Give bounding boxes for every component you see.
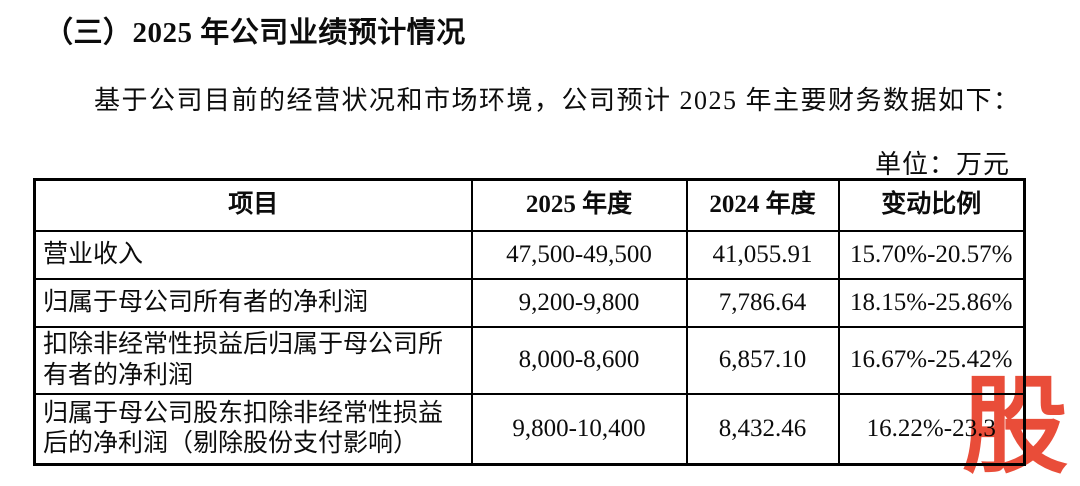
- header-2024: 2024 年度: [685, 178, 840, 232]
- value-2025: 9,800-10,400: [470, 393, 688, 466]
- table-row: 归属于母公司股东扣除非经常性损益后的净利润（剔除股份支付影响） 9,800-10…: [33, 393, 1026, 466]
- value-2024: 41,055.91: [685, 230, 840, 280]
- row-label: 营业收入: [33, 230, 473, 280]
- table-row: 营业收入 47,500-49,500 41,055.91 15.70%-20.5…: [33, 230, 1026, 280]
- row-label: 归属于母公司股东扣除非经常性损益后的净利润（剔除股份支付影响）: [33, 393, 473, 466]
- value-change: 16.67%-25.42%: [837, 326, 1026, 395]
- unit-note: 单位：万元: [874, 150, 1010, 179]
- value-2024: 8,432.46: [685, 393, 840, 466]
- header-change-ratio: 变动比例: [837, 178, 1026, 232]
- forecast-table: 项目 2025 年度 2024 年度 变动比例 营业收入 47,500-49,5…: [33, 178, 1026, 466]
- value-change: 16.22%-23.3: [837, 393, 1026, 466]
- value-2024: 6,857.10: [685, 326, 840, 395]
- value-2025: 9,200-9,800: [470, 278, 688, 328]
- value-change: 15.70%-20.57%: [837, 230, 1026, 280]
- row-label: 归属于母公司所有者的净利润: [33, 278, 473, 328]
- section-title: （三）2025 年公司业绩预计情况: [44, 17, 466, 49]
- table-row: 归属于母公司所有者的净利润 9,200-9,800 7,786.64 18.15…: [33, 278, 1026, 328]
- table-row: 扣除非经常性损益后归属于母公司所有者的净利润 8,000-8,600 6,857…: [33, 326, 1026, 395]
- table-header-row: 项目 2025 年度 2024 年度 变动比例: [33, 178, 1026, 232]
- header-2025: 2025 年度: [470, 178, 688, 232]
- row-label: 扣除非经常性损益后归属于母公司所有者的净利润: [33, 326, 473, 395]
- value-2025: 8,000-8,600: [470, 326, 688, 395]
- intro-paragraph: 基于公司目前的经营状况和市场环境，公司预计 2025 年主要财务数据如下：: [94, 86, 1021, 115]
- value-2024: 7,786.64: [685, 278, 840, 328]
- value-change: 18.15%-25.86%: [837, 278, 1026, 328]
- value-2025: 47,500-49,500: [470, 230, 688, 280]
- header-item: 项目: [33, 178, 473, 232]
